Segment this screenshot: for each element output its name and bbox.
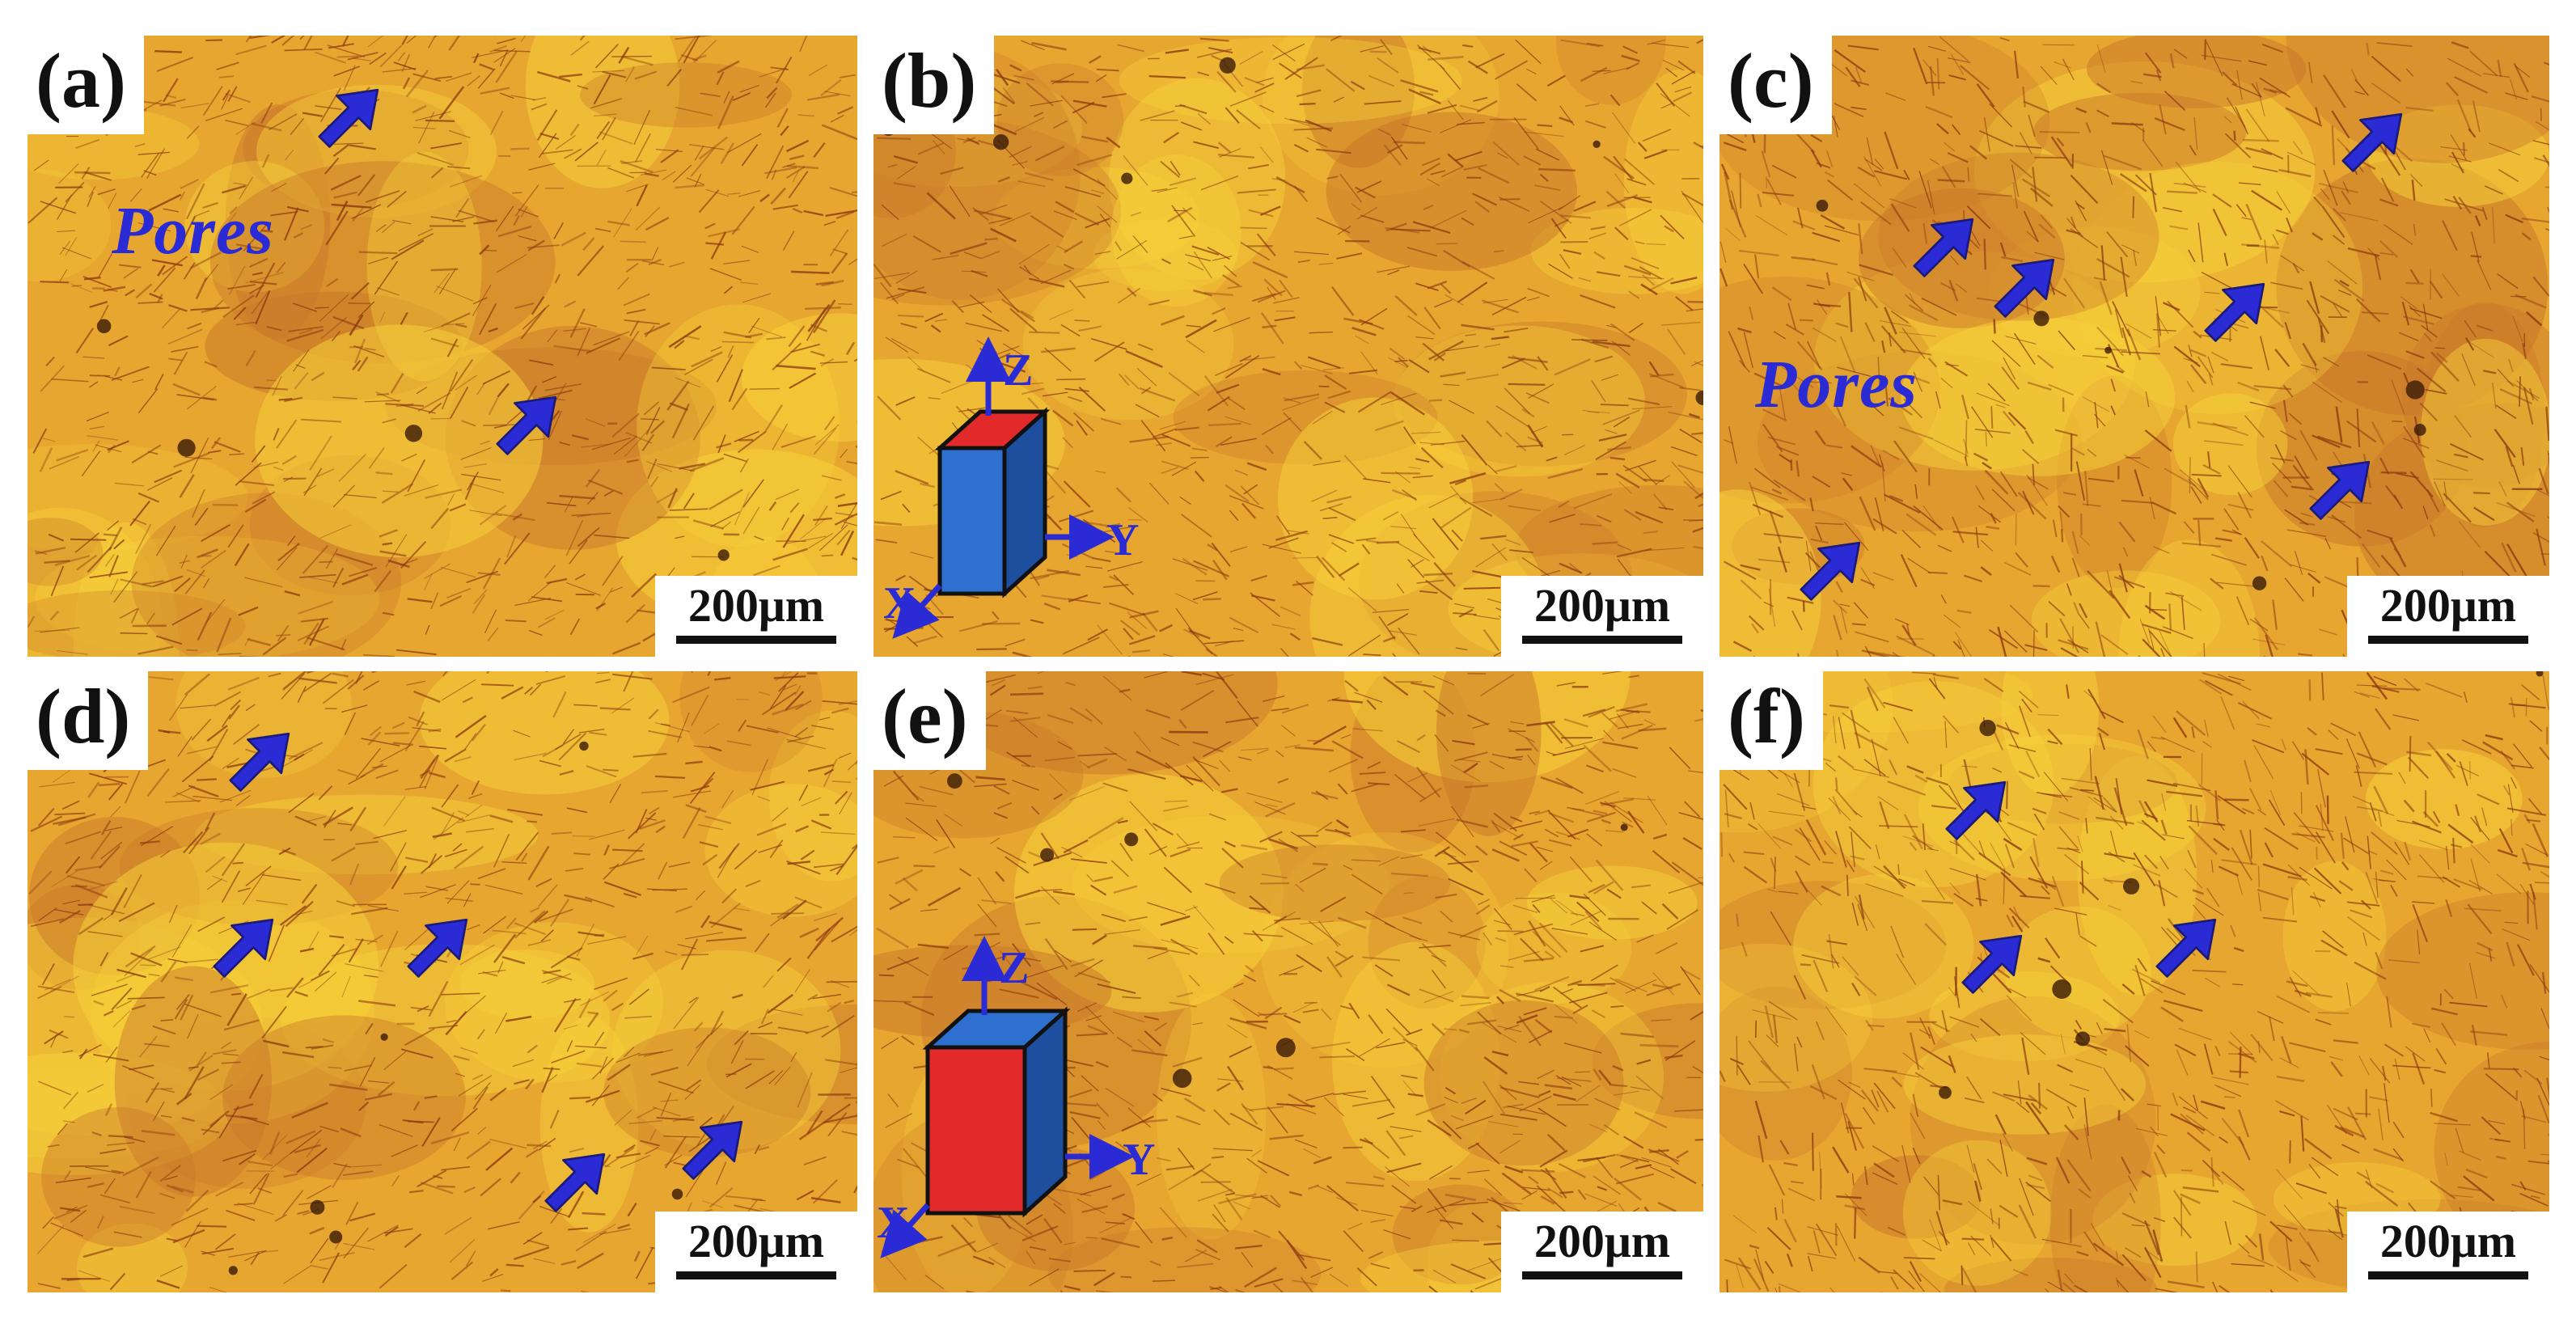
axis-z-label: Z xyxy=(1003,345,1033,395)
arrow-icon xyxy=(1792,537,1865,610)
micrograph-texture xyxy=(1719,671,2549,1292)
scale-bar-label: 200μm xyxy=(2379,1215,2517,1267)
panel-label-f: (f) xyxy=(1719,671,1823,770)
pores-label: Pores xyxy=(112,193,274,269)
scale-bar-label: 200μm xyxy=(1533,1215,1671,1267)
panel-d: (d) 200μm xyxy=(27,671,857,1292)
micrograph-texture xyxy=(27,36,857,657)
panel-label-e: (e) xyxy=(873,671,986,770)
arrow-icon xyxy=(2197,278,2269,351)
scale-bar-label: 200μm xyxy=(687,1215,825,1267)
scale-bar-line xyxy=(676,1271,836,1279)
panel-label-c: (c) xyxy=(1719,36,1832,134)
arrow-icon xyxy=(1906,214,1978,286)
cube-icon: Z Y X xyxy=(877,914,1155,1270)
panel-f: (f) 200μm xyxy=(1719,671,2549,1292)
scale-bar-line xyxy=(2368,1271,2528,1279)
panel-label-a: (a) xyxy=(27,36,144,134)
arrow-icon xyxy=(205,914,278,987)
scale-bar-line xyxy=(1522,1271,1682,1279)
arrow-icon xyxy=(2334,108,2407,181)
scale-bar-line xyxy=(676,636,836,644)
arrow-icon xyxy=(675,1116,747,1189)
scale-bar: 200μm xyxy=(2347,576,2549,657)
panel-label-b: (b) xyxy=(873,36,995,134)
scale-bar: 200μm xyxy=(1501,1212,1703,1292)
arrow-icon xyxy=(1938,776,2011,849)
axis-z-label: Z xyxy=(999,943,1029,993)
scale-bar: 200μm xyxy=(1501,576,1703,657)
pores-label: Pores xyxy=(1755,347,1918,422)
cube-icon: Z Y X xyxy=(883,336,1150,650)
arrow-icon xyxy=(1954,930,2027,1003)
arrow-icon xyxy=(2148,914,2221,987)
panel-e: (e) Z Y X 200μm xyxy=(873,671,1703,1292)
scale-bar-label: 200μm xyxy=(687,579,825,632)
arrow-icon xyxy=(311,84,383,157)
scale-bar: 200μm xyxy=(2347,1212,2549,1292)
scale-bar: 200μm xyxy=(655,576,857,657)
arrow-icon xyxy=(222,728,294,801)
scale-bar-line xyxy=(2368,636,2528,644)
arrow-icon xyxy=(2302,456,2375,529)
scale-bar: 200μm xyxy=(655,1212,857,1292)
scale-bar-label: 200μm xyxy=(2379,579,2517,632)
panel-label-d: (d) xyxy=(27,671,149,770)
axis-x-label: X xyxy=(883,578,916,628)
scale-bar-label: 200μm xyxy=(1533,579,1671,632)
axis-x-label: X xyxy=(877,1198,909,1248)
scale-bar-line xyxy=(1522,636,1682,644)
micrograph-texture xyxy=(1719,36,2549,657)
axis-y-label: Y xyxy=(1106,515,1139,565)
arrow-icon xyxy=(489,391,561,464)
axis-y-label: Y xyxy=(1123,1135,1155,1185)
panel-c: (c) Pores 200μm xyxy=(1719,36,2549,657)
arrow-icon xyxy=(1986,254,2059,327)
micrograph-texture xyxy=(27,671,857,1292)
arrow-icon xyxy=(537,1148,610,1221)
panel-a: (a) Pores 200μm xyxy=(27,36,857,657)
panel-b: (b) Z Y X 200μm xyxy=(873,36,1703,657)
arrow-icon xyxy=(400,914,472,987)
